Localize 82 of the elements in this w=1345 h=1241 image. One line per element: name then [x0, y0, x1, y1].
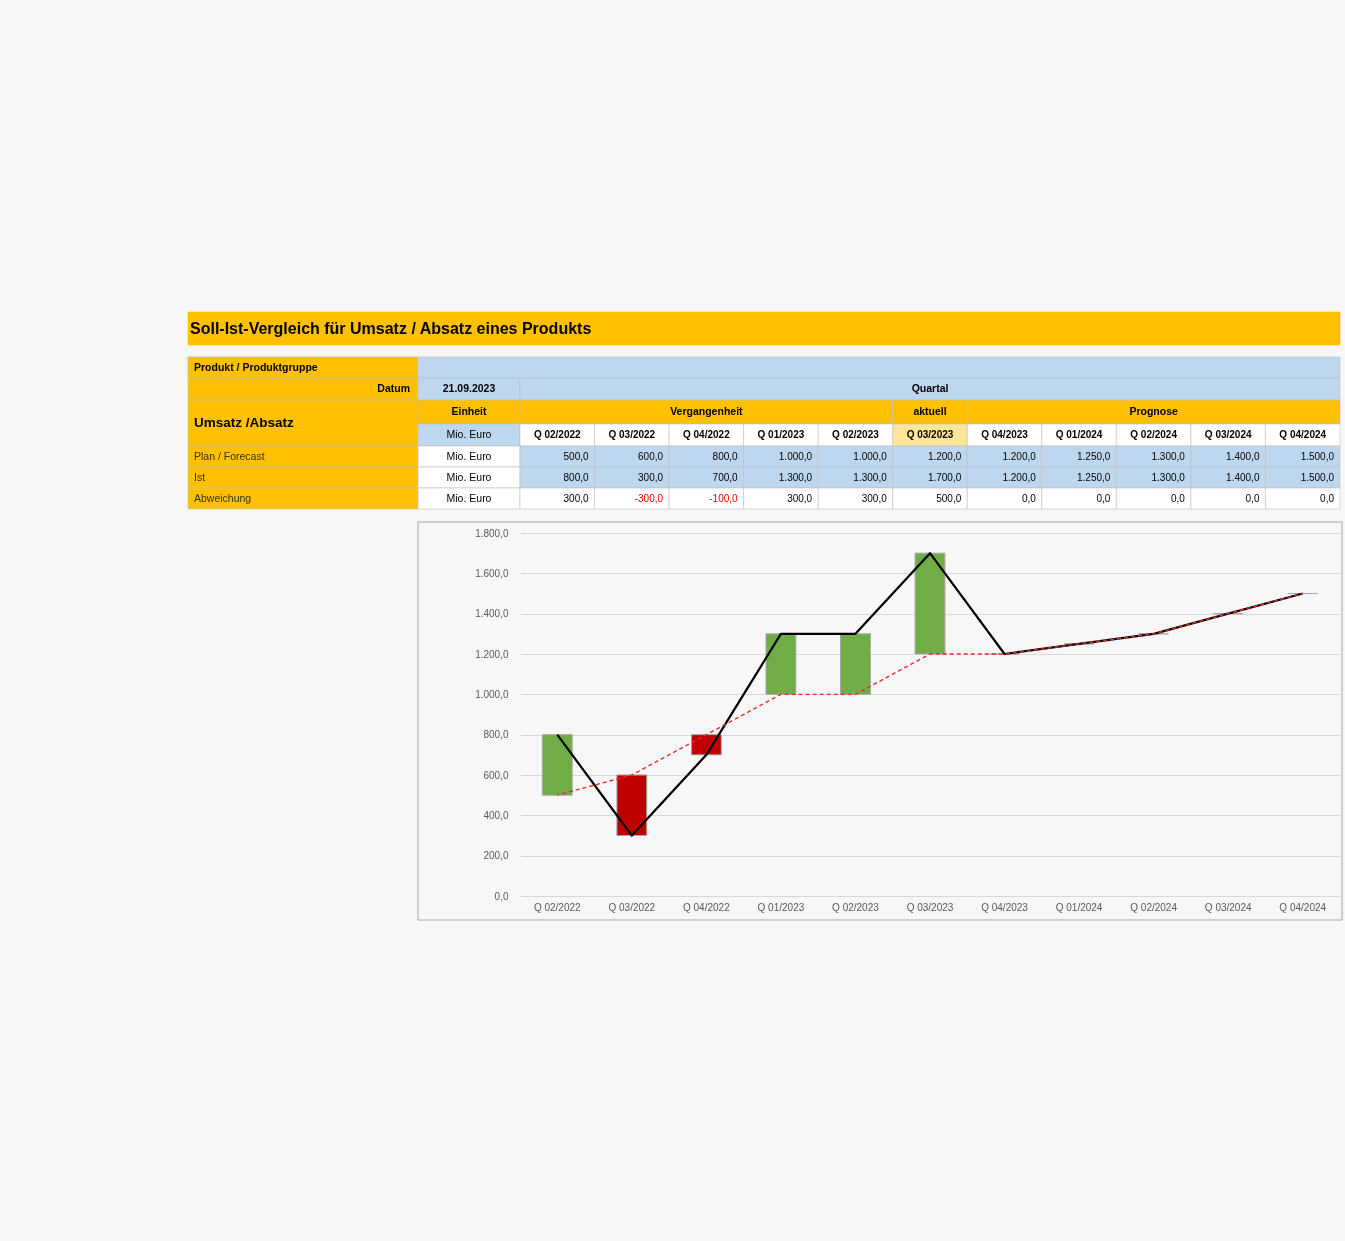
- x-tick-label: Q 04/2023: [981, 901, 1029, 913]
- y-tick-label: 800,0: [483, 729, 509, 741]
- y-tick-label: 1.600,0: [475, 567, 509, 579]
- category-label: Q 03/2022: [608, 429, 656, 440]
- x-tick-label: Q 02/2023: [832, 901, 880, 913]
- text: Produkt / Produktgruppe: [194, 360, 318, 373]
- data-label: 0,0: [1171, 492, 1186, 504]
- data-label: 1.400,0: [1226, 471, 1260, 483]
- x-tick-label: Q 03/2023: [906, 901, 954, 913]
- data-label: 1.300,0: [1151, 471, 1186, 483]
- text: Mio. Euro: [446, 428, 492, 440]
- y-tick-label: 200,0: [483, 850, 509, 862]
- data-label: 1.200,0: [927, 450, 962, 462]
- data-label: 0,0: [1096, 492, 1111, 504]
- text: Mio. Euro: [446, 491, 492, 504]
- text: Datum: [377, 382, 410, 394]
- text: Plan / Forecast: [194, 449, 265, 462]
- category-label: Q 04/2024: [1279, 429, 1327, 440]
- text: Umsatz /Absatz: [194, 415, 295, 430]
- data-label: 500,0: [563, 450, 589, 462]
- x-tick-label: Q 03/2024: [1204, 901, 1252, 913]
- y-tick-label: 0,0: [494, 890, 509, 902]
- data-label: 300,0: [787, 492, 813, 504]
- text: Mio. Euro: [446, 449, 492, 462]
- data-label: 1.300,0: [778, 471, 813, 483]
- category-label: Q 04/2023: [981, 429, 1028, 440]
- text: Ist: [194, 470, 206, 483]
- x-tick-label: Q 01/2023: [757, 901, 805, 913]
- data-label: 500,0: [936, 492, 962, 504]
- data-label: 1.250,0: [1076, 471, 1111, 483]
- data-label: 1.000,0: [778, 450, 813, 462]
- data-label: 300,0: [861, 492, 888, 504]
- data-label: 800,0: [563, 471, 589, 483]
- text: 21.09.2023: [442, 382, 496, 394]
- data-label: 600,0: [638, 450, 664, 462]
- y-tick-label: 1.800,0: [475, 527, 509, 539]
- data-label: 1.400,0: [1226, 450, 1260, 462]
- text: Vergangenheit: [670, 405, 744, 417]
- category-label: Q 02/2024: [1130, 429, 1177, 440]
- x-tick-label: Q 03/2022: [608, 901, 656, 913]
- text: Abweichung: [194, 491, 252, 504]
- data-label: 300,0: [563, 492, 589, 504]
- data-label: 0,0: [1245, 492, 1260, 504]
- category-label: Q 03/2023: [906, 429, 954, 440]
- category-label: Q 02/2022: [533, 429, 581, 440]
- data-label: 800,0: [712, 450, 739, 462]
- category-label: Q 02/2023: [832, 429, 879, 440]
- data-label: 1.700,0: [927, 471, 962, 483]
- text: Soll-Ist-Vergleich für Umsatz / Absatz eines Produkts: [190, 319, 592, 337]
- y-tick-label: 400,0: [483, 809, 509, 821]
- data-label: 1.500,0: [1300, 450, 1335, 462]
- text: Einheit: [451, 405, 487, 417]
- data-label: 1.000,0: [853, 450, 888, 462]
- y-tick-label: 1.400,0: [475, 608, 509, 620]
- data-label: 700,0: [712, 471, 739, 483]
- y-tick-label: 600,0: [483, 769, 509, 781]
- x-tick-label: Q 04/2022: [683, 901, 731, 913]
- category-label: Q 03/2024: [1204, 429, 1252, 440]
- x-tick-label: Q 01/2024: [1055, 901, 1103, 913]
- data-label: 1.300,0: [853, 471, 888, 483]
- text: Prognose: [1129, 405, 1178, 417]
- data-label: 1.300,0: [1151, 450, 1186, 462]
- data-label: 1.200,0: [1002, 450, 1037, 462]
- data-label: 1.200,0: [1002, 471, 1037, 483]
- text: Mio. Euro: [446, 470, 492, 483]
- data-label: 300,0: [638, 471, 664, 483]
- category-label: Q 01/2024: [1055, 429, 1103, 440]
- y-tick-label: 1.000,0: [475, 688, 509, 700]
- y-tick-label: 1.200,0: [475, 648, 509, 660]
- data-label: -100,0: [709, 492, 739, 504]
- category-label: Q 04/2022: [683, 429, 730, 440]
- x-tick-label: Q 02/2022: [533, 901, 582, 913]
- data-label: 1.250,0: [1076, 450, 1111, 462]
- data-label: 0,0: [1320, 492, 1335, 504]
- x-tick-label: Q 02/2024: [1130, 901, 1178, 913]
- data-label: 1.500,0: [1300, 471, 1335, 483]
- x-tick-label: Q 04/2024: [1279, 901, 1327, 913]
- text: Quartal: [911, 382, 949, 394]
- category-label: Q 01/2023: [757, 429, 805, 440]
- data-label: -300,0: [634, 492, 664, 504]
- data-label: 0,0: [1021, 492, 1037, 504]
- text: aktuell: [913, 405, 947, 417]
